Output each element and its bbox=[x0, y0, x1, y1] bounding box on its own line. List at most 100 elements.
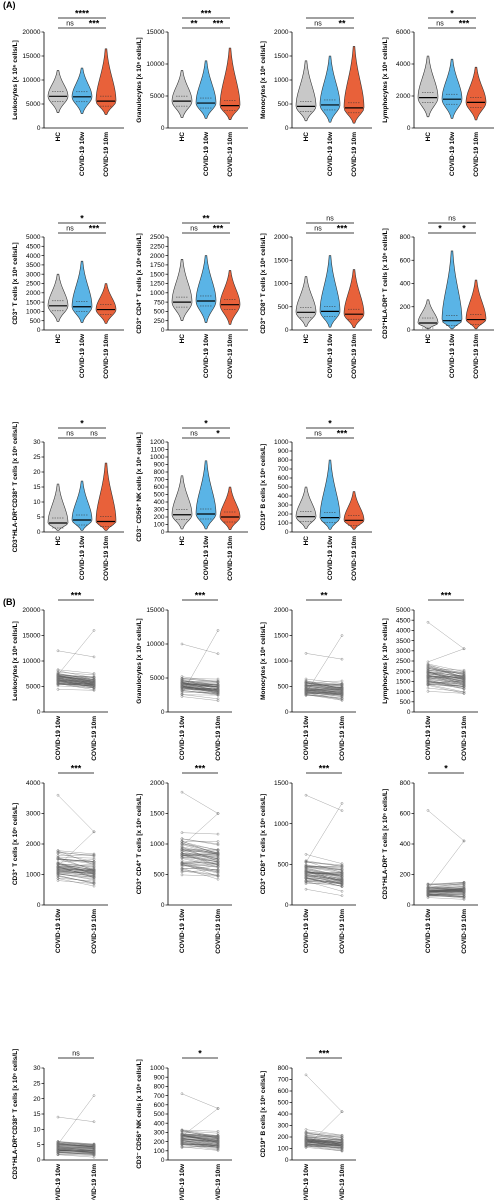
y-tick-label: 5000 bbox=[396, 607, 411, 614]
paired-line bbox=[305, 1131, 343, 1136]
data-point bbox=[462, 685, 466, 689]
significance-label: ns bbox=[72, 1051, 80, 1058]
data-point bbox=[56, 670, 60, 674]
violin-plot: 0100200300400500600700800900100011001200… bbox=[136, 419, 248, 581]
y-tick-label: 500 bbox=[154, 872, 165, 879]
data-point bbox=[180, 859, 184, 863]
significance-label: ** bbox=[202, 214, 210, 224]
y-tick-label: 10000 bbox=[22, 658, 40, 665]
y-tick-label: 5 bbox=[37, 514, 41, 521]
paired-line bbox=[427, 683, 465, 689]
x-tick-label: COVID-19 10m bbox=[351, 536, 358, 581]
violin-2 bbox=[343, 491, 365, 530]
y-tick-label: 1750 bbox=[150, 262, 165, 269]
y-tick-label: 5000 bbox=[26, 234, 41, 241]
data-point bbox=[92, 873, 96, 876]
paired-line bbox=[427, 648, 465, 663]
paired-line bbox=[181, 1131, 219, 1136]
data-point bbox=[216, 683, 220, 687]
data-point bbox=[304, 879, 308, 882]
data-point bbox=[180, 831, 184, 834]
paired-line bbox=[181, 689, 219, 696]
paired-line bbox=[427, 684, 465, 693]
paired-line bbox=[305, 877, 343, 880]
y-tick-label: 4000 bbox=[396, 628, 411, 635]
y-tick-label: 1100 bbox=[151, 447, 165, 454]
paired-line bbox=[181, 869, 219, 876]
data-point bbox=[304, 1136, 308, 1139]
y-tick-label: 1500 bbox=[150, 271, 165, 278]
data-point bbox=[462, 647, 466, 651]
violin-2 bbox=[465, 66, 487, 121]
x-tick-label: COVID-19 10w bbox=[327, 131, 334, 176]
paired-line bbox=[427, 685, 465, 694]
paired-line bbox=[305, 873, 343, 884]
y-tick-label: 1500 bbox=[396, 679, 411, 686]
x-tick-label: COVID-19 10m bbox=[227, 334, 234, 379]
significance-label: * bbox=[216, 429, 220, 439]
x-tick-label: COVID-19 10m bbox=[473, 334, 480, 379]
data-point bbox=[216, 868, 220, 871]
data-point bbox=[216, 874, 220, 878]
y-tick-label: 15000 bbox=[22, 633, 40, 640]
y-tick-label: 400 bbox=[154, 499, 165, 506]
paired-line bbox=[305, 878, 343, 881]
data-point bbox=[56, 688, 60, 691]
y-tick-label: 10000 bbox=[22, 77, 40, 84]
significance-label: * bbox=[80, 214, 84, 224]
paired-line bbox=[427, 883, 465, 888]
violin-plot: 0 500 1000 1500 2000 2500 3000 3500 4000 4500 5000… bbox=[12, 214, 124, 379]
data-point bbox=[216, 685, 220, 689]
violin-0 bbox=[295, 276, 317, 327]
y-tick-label: 3000 bbox=[26, 271, 41, 278]
data-point bbox=[216, 869, 220, 872]
significance-label: *** bbox=[71, 591, 82, 601]
x-tick-label: HC bbox=[55, 132, 62, 142]
x-tick-label: COVID-19 10m bbox=[351, 334, 358, 379]
y-tick-label: 400 bbox=[154, 1120, 165, 1127]
data-point bbox=[92, 854, 96, 857]
y-tick-label: 500 bbox=[278, 101, 289, 108]
data-point bbox=[340, 1144, 344, 1148]
y-tick-label: 800 bbox=[154, 1084, 165, 1091]
paired-line bbox=[181, 678, 219, 683]
paired-line bbox=[181, 1134, 219, 1137]
paired-line bbox=[181, 687, 219, 689]
data-point bbox=[56, 1148, 60, 1151]
paired-line bbox=[57, 650, 95, 658]
violin-2 bbox=[343, 46, 365, 124]
data-point bbox=[340, 634, 344, 637]
data-point bbox=[180, 852, 184, 855]
x-tick-label: COVID-19 10w bbox=[79, 333, 86, 378]
paired-line bbox=[305, 683, 343, 686]
data-point bbox=[340, 878, 344, 882]
significance-label: * bbox=[80, 419, 84, 429]
data-point bbox=[180, 1092, 184, 1096]
data-point bbox=[92, 877, 96, 881]
data-point bbox=[304, 1128, 308, 1131]
paired-line bbox=[181, 849, 219, 860]
y-axis-label: Monocytes [x 10⁶ cells/L] bbox=[260, 41, 267, 119]
x-tick-label: COVID-19 10m bbox=[91, 909, 98, 954]
significance-label: * bbox=[444, 764, 448, 774]
paired-line bbox=[57, 1142, 95, 1145]
data-point bbox=[180, 1141, 184, 1145]
paired-line bbox=[57, 1149, 95, 1154]
y-tick-label: 100 bbox=[154, 522, 165, 529]
paired-line bbox=[305, 803, 343, 863]
x-tick-label: COVID-19 10m bbox=[351, 132, 358, 177]
y-tick-label: 300 bbox=[154, 1130, 165, 1137]
y-tick-label: 6000 bbox=[396, 29, 411, 36]
paired-line bbox=[181, 1139, 219, 1146]
data-point bbox=[304, 677, 308, 681]
data-point bbox=[462, 880, 466, 884]
x-tick-label: COVID-19 10w bbox=[303, 1163, 310, 1200]
y-tick-label: 0 bbox=[37, 125, 41, 132]
x-tick-label: COVID-19 10m bbox=[215, 1164, 222, 1200]
data-point bbox=[426, 665, 430, 669]
y-tick-label: 15 bbox=[33, 484, 41, 491]
paired-line bbox=[57, 1148, 95, 1151]
data-point bbox=[92, 629, 96, 632]
